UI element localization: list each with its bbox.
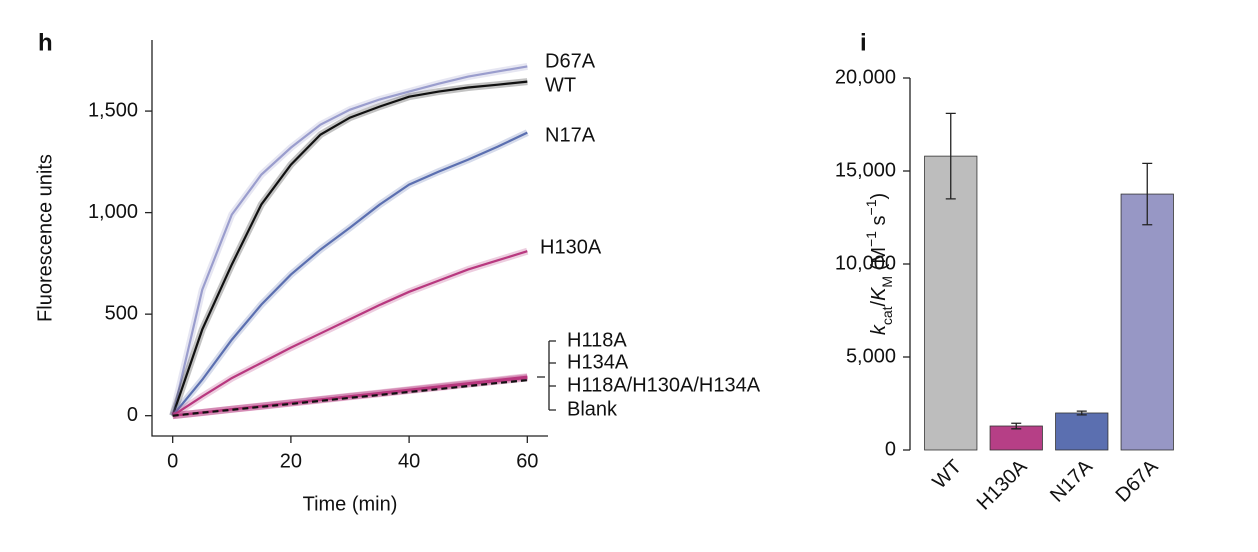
x-tick-label: N17A <box>1046 455 1097 506</box>
x-tick-label: 20 <box>280 450 302 472</box>
bar <box>924 155 978 451</box>
y-axis-title-part: ) <box>868 193 890 200</box>
y-axis-title-part: −1 <box>863 199 879 215</box>
y-axis-title-part: (M <box>868 247 890 276</box>
y-tick-label: 5,000 <box>846 345 896 367</box>
line <box>171 131 528 417</box>
legend-label: H118A <box>567 329 627 351</box>
y-axis-title: Fluorescence units <box>34 154 56 322</box>
y-tick-label: 20,000 <box>835 66 896 88</box>
panel-label: h <box>38 29 53 56</box>
y-axis-title-part: s <box>868 215 890 231</box>
error-bar <box>945 112 956 200</box>
bar <box>989 425 1043 451</box>
y-axis-title-part: K <box>868 286 890 301</box>
line <box>171 80 528 417</box>
legend-label: D67A <box>545 50 596 72</box>
label-bracket <box>537 340 556 411</box>
legend-label: H118A/H130A/H134A <box>567 374 761 396</box>
y-axis-title-part: −1 <box>863 231 879 247</box>
line <box>172 250 528 417</box>
legend-label: WT <box>545 74 576 96</box>
error-bar <box>1142 162 1153 226</box>
y-axis-title-part: / <box>868 300 890 306</box>
line-band <box>169 78 528 417</box>
x-tick-label: WT <box>928 456 966 494</box>
y-tick-label: 500 <box>105 302 138 324</box>
x-tick-label: 60 <box>516 450 538 472</box>
y-tick-label: 0 <box>127 404 138 426</box>
legend-label: Blank <box>567 398 618 420</box>
x-tick-label: 0 <box>167 450 178 472</box>
bar <box>1055 412 1109 451</box>
y-tick-label: 1,500 <box>88 99 138 121</box>
legend-label: H130A <box>540 236 602 258</box>
error-bar <box>1076 410 1087 416</box>
x-tick-label: H130A <box>973 455 1032 514</box>
y-axis-title-part: M <box>879 276 895 288</box>
y-tick-label: 10,000 <box>835 252 896 274</box>
y-tick-label: 0 <box>885 438 896 460</box>
x-tick-label: D67A <box>1112 455 1163 506</box>
bar <box>1120 193 1174 451</box>
line <box>172 376 528 417</box>
error-bar <box>1011 422 1022 430</box>
y-axis-title-part: cat <box>879 306 895 325</box>
y-axis-title-part: k <box>868 324 890 335</box>
y-tick-label: 1,000 <box>88 201 138 223</box>
y-tick-label: 15,000 <box>835 159 896 181</box>
x-axis-title: Time (min) <box>303 493 398 515</box>
line <box>171 65 528 416</box>
legend-label: H134A <box>567 351 629 373</box>
legend-label: N17A <box>545 124 596 146</box>
panel-label: i <box>860 29 867 56</box>
axes <box>151 40 548 437</box>
x-tick-label: 40 <box>398 450 420 472</box>
y-axis-title: kcat/KM (M−1 s−1) <box>863 193 895 335</box>
